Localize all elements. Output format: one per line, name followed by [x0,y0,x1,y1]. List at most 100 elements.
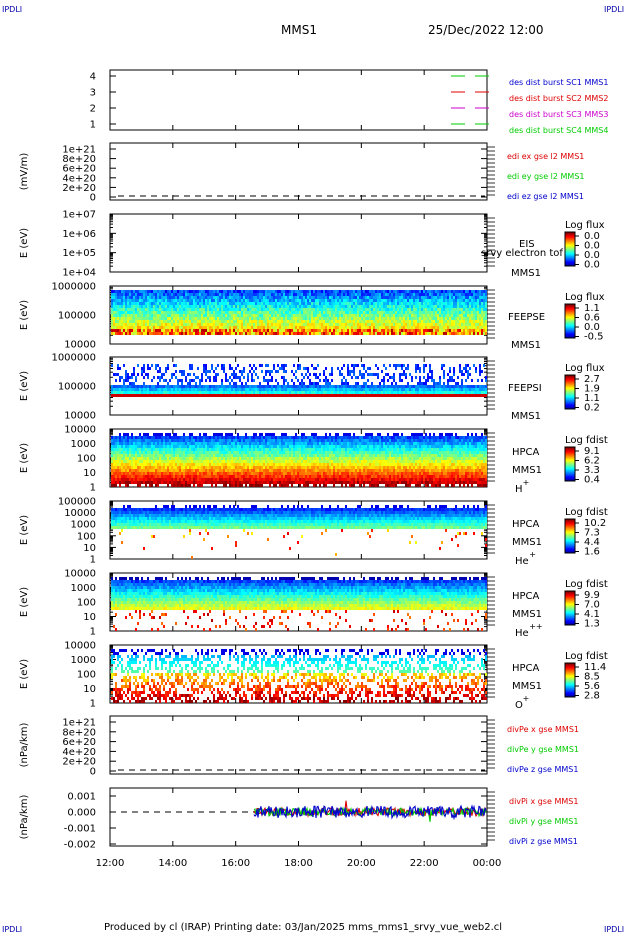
spectrogram-cell [193,391,195,394]
spectrogram-cell [347,332,349,335]
spectrogram-cell [303,296,305,299]
spectrogram-cell [265,299,267,302]
spectrogram-cell [447,299,449,302]
spectrogram-cell [325,305,327,308]
spectrogram-cell [459,367,461,370]
spectrogram-cell [415,317,417,320]
spectrogram-cell [257,311,259,314]
spectrogram-cell [329,311,331,314]
spectrogram-cell [153,320,155,323]
spectrogram-cell [477,385,479,388]
spectrogram-cell [173,320,175,323]
spectrogram-cell [167,311,169,314]
spectrogram-cell [255,314,257,317]
spectrogram-cell [249,332,251,335]
spectrogram-cell [337,305,339,308]
spectrogram-cell [115,379,117,382]
colorbar-cell [565,335,575,337]
spectrogram-cell [481,385,483,388]
spectrogram-cell [353,367,355,370]
spectrogram-cell [437,308,439,311]
corner-label-top-right: IPDLI [604,5,624,14]
spectrogram-cell [289,320,291,323]
spectrogram-cell [141,332,143,335]
spectrogram-cell [147,391,149,394]
spectrogram-cell [453,314,455,317]
spectrogram-cell [139,302,141,305]
spectrogram-cell [203,385,205,388]
spectrogram-cell [305,323,307,326]
spectrogram-cell [271,385,273,388]
spectrogram-cell [443,385,445,388]
spectrogram-cell [461,302,463,305]
spectrogram-cell [271,302,273,305]
spectrogram-cell [377,305,379,308]
spectrogram-cell [177,388,179,391]
spectrogram-cell [295,293,297,296]
spectrogram-cell [389,329,391,332]
spectrogram-cell [183,314,185,317]
spectrogram-cell [311,290,313,293]
spectrogram-cell [215,308,217,311]
spectrogram-cell [477,293,479,296]
spectrogram-cell [239,320,241,323]
spectrogram-cell [121,305,123,308]
spectrogram-cell [411,388,413,391]
spectrogram-cell [407,388,409,391]
spectrogram-cell [141,373,143,376]
spectrogram-cell [267,305,269,308]
spectrogram-cell [405,332,407,335]
spectrogram-cell [327,314,329,317]
spectrogram-cell [205,290,207,293]
spectrogram-cell [165,314,167,317]
spectrogram-cell [451,332,453,335]
spectrogram-cell [131,478,133,481]
spectrogram-cell [467,317,469,320]
spectrogram-cell [139,484,141,487]
colorbar-cell [565,331,575,333]
spectrogram-cell [241,320,243,323]
spectrogram-cell [149,481,151,484]
spectrogram-cell [243,320,245,323]
spectrogram-cell [407,290,409,293]
legend-entry: des dist burst SC2 MMS2 [509,94,608,103]
spectrogram-cell [219,311,221,314]
spectrogram-cell [303,308,305,311]
spectrogram-cell [285,290,287,293]
spectrogram-cell [185,391,187,394]
spectrogram-cell [117,320,119,323]
panel-feeps_e-ytick-label: 1000000 [51,282,96,293]
spectrogram-cell [179,314,181,317]
colorbar-cell [565,329,575,331]
spectrogram-cell [157,376,159,379]
spectrogram-cell [161,391,163,394]
spectrogram-cell [219,391,221,394]
spectrogram-cell [375,293,377,296]
spectrogram-cell [431,302,433,305]
spectrogram-cell [453,326,455,329]
spectrogram-cell [121,326,123,329]
spectrogram-cell [365,302,367,305]
spectrogram-cell [271,320,273,323]
spectrogram-cell [261,296,263,299]
spectrogram-cell [211,296,213,299]
spectrogram-cell [173,388,175,391]
spectrogram-cell [411,299,413,302]
spectrogram-cell [125,299,127,302]
spectrogram-cell [451,314,453,317]
spectrogram-cell [391,385,393,388]
spectrogram-cell [311,388,313,391]
spectrogram-cell [327,302,329,305]
spectrogram-cell [483,320,485,323]
spectrogram-cell [275,308,277,311]
spectrogram-cell [283,305,285,308]
spectrogram-cell [127,302,129,305]
spectrogram-cell [393,373,395,376]
spectrogram-cell [335,305,337,308]
spectrogram-cell [193,385,195,388]
legend-entry: des dist burst SC4 MMS4 [509,126,608,135]
spectrogram-cell [301,394,303,397]
spectrogram-cell [347,293,349,296]
spectrogram-cell [129,308,131,311]
spectrogram-cell [321,385,323,388]
